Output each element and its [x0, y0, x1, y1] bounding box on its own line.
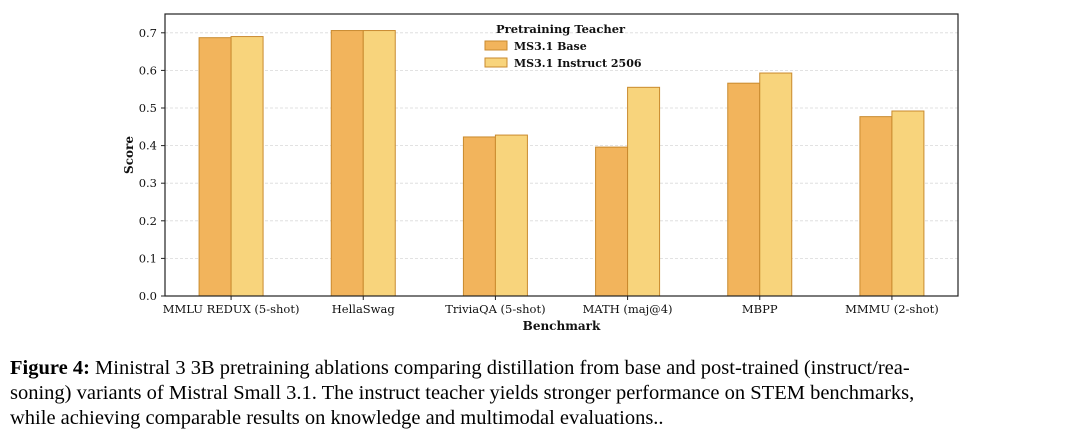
y-tick-label: 0.0 — [139, 289, 157, 303]
bar-instruct-0 — [230, 36, 264, 297]
legend-label: MS3.1 Instruct 2506 — [514, 57, 642, 70]
bar-instruct-1 — [362, 30, 396, 297]
legend-label: MS3.1 Base — [514, 40, 587, 53]
legend-swatch — [484, 57, 508, 68]
x-tick-label: MMLU REDUX (5-shot) — [163, 302, 300, 316]
bar-chart: 0.0 0.1 0.2 0.3 0.4 0.5 0.6 0.7 MMLU REDUX (5-s… — [122, 13, 959, 333]
legend-swatch — [484, 40, 508, 51]
caption-line-2: soning) variants of Mistral Small 3.1. T… — [10, 382, 915, 404]
bar-base-3 — [595, 146, 629, 297]
x-tick-label: TriviaQA (5-shot) — [445, 302, 545, 316]
x-tick-label: MBPP — [742, 302, 778, 316]
x-ticks: MMLU REDUX (5-shot) HellaSwag TriviaQA (5-… — [163, 296, 939, 316]
bar-instruct-3 — [627, 86, 661, 297]
bar-base-4 — [727, 82, 761, 297]
bar-base-0 — [198, 37, 232, 297]
y-axis-label: Score — [122, 136, 136, 174]
x-tick-label: MMMU (2-shot) — [845, 302, 939, 316]
y-ticks: 0.0 0.1 0.2 0.3 0.4 0.5 0.6 0.7 — [139, 26, 165, 303]
y-tick-label: 0.2 — [139, 214, 157, 228]
legend-title: Pretraining Teacher — [496, 22, 626, 36]
caption-line-1: Ministral 3 3B pretraining ablations com… — [95, 357, 910, 379]
legend: Pretraining Teacher MS3.1 Base MS3.1 Inst… — [484, 22, 642, 70]
y-tick-label: 0.1 — [139, 251, 157, 265]
y-tick-label: 0.7 — [139, 26, 157, 40]
bar-instruct-5 — [891, 110, 925, 297]
caption-line-3: while achieving comparable results on kn… — [10, 407, 664, 429]
caption-label: Figure 4: — [10, 357, 90, 379]
x-tick-label: MATH (maj@4) — [583, 302, 673, 316]
y-tick-label: 0.3 — [139, 176, 157, 190]
y-tick-label: 0.6 — [139, 63, 157, 77]
bar-base-2 — [462, 136, 496, 297]
bar-base-5 — [859, 116, 893, 297]
bar-instruct-2 — [494, 134, 528, 297]
x-tick-label: HellaSwag — [332, 302, 396, 316]
figure-caption: Figure 4: Ministral 3 3B pretraining abl… — [10, 356, 1072, 431]
bar-base-1 — [330, 30, 364, 297]
bars-group — [198, 30, 925, 297]
plot-frame — [164, 13, 959, 297]
y-tick-label: 0.4 — [139, 139, 157, 153]
bar-instruct-4 — [759, 72, 793, 297]
grid-lines — [165, 32, 958, 297]
y-tick-label: 0.5 — [139, 101, 157, 115]
x-axis-label: Benchmark — [523, 319, 601, 333]
